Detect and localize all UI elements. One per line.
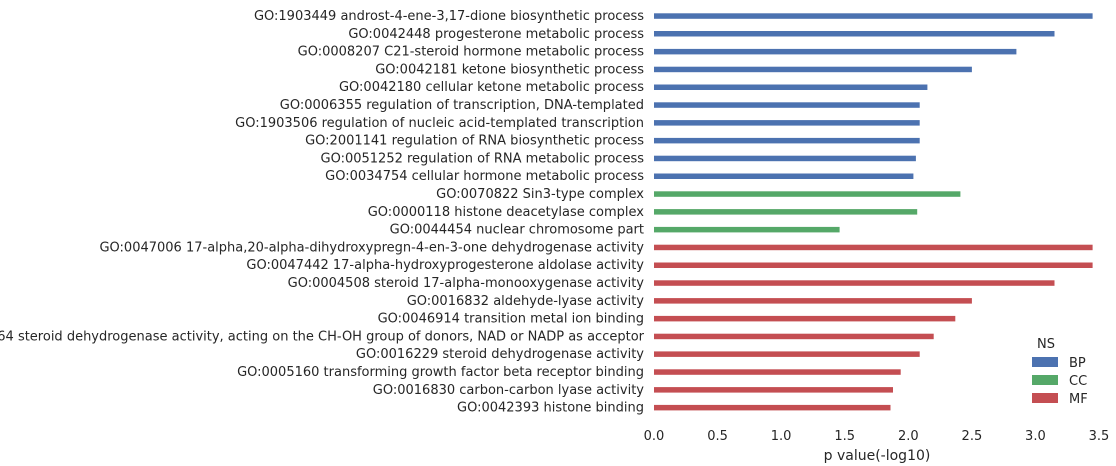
category-label: GO:0008207 C21-steroid hormone metabolic… <box>298 45 645 60</box>
bar-cc <box>654 226 840 233</box>
category-label: GO:1903506 regulation of nucleic acid-te… <box>235 116 644 131</box>
category-label: GO:0042180 cellular ketone metabolic pro… <box>339 80 644 95</box>
bar-mf <box>654 280 1055 286</box>
category-label: GO:0047442 17-alpha-hydroxyprogesterone … <box>246 258 644 273</box>
category-label: GO:0006355 regulation of transcription, … <box>280 98 644 113</box>
category-label: GO:0042181 ketone biosynthetic process <box>375 62 644 77</box>
category-label: GO:0070822 Sin3-type complex <box>436 187 644 202</box>
legend-label-cc: CC <box>1069 374 1087 389</box>
x-tick-label: 2.0 <box>898 429 919 444</box>
bar-mf <box>654 244 1093 251</box>
bar-bp <box>654 13 1093 19</box>
category-label: GO:0042393 histone binding <box>457 401 644 416</box>
bar-mf <box>654 369 901 375</box>
bar-mf <box>654 262 1093 268</box>
x-axis-ticks: 0.0 0.5 1.0 1.5 2.0 2.5 3.0 3.5 <box>644 429 1110 444</box>
x-tick-label: 1.5 <box>834 429 855 444</box>
category-label: GO:2001141 regulation of RNA biosyntheti… <box>305 134 644 149</box>
x-axis-label: p value(-log10) <box>824 448 931 464</box>
bar-bp <box>654 137 920 144</box>
category-label: GO:0016830 carbon-carbon lyase activity <box>373 383 645 398</box>
bar-bp <box>654 66 972 73</box>
bar-bp <box>654 155 916 162</box>
bar-bp <box>654 48 1017 55</box>
legend: NS BP CC MF <box>1032 337 1088 407</box>
bar-mf <box>654 315 956 322</box>
legend-label-bp: BP <box>1069 356 1086 371</box>
bar-bp <box>654 102 920 108</box>
bar-cc <box>654 191 961 197</box>
category-label: GO:0016832 aldehyde-lyase activity <box>407 294 645 309</box>
legend-swatch-bp <box>1032 357 1058 367</box>
bar-mf <box>654 387 893 393</box>
x-tick-label: 3.5 <box>1089 429 1110 444</box>
bar-bp <box>654 120 920 126</box>
category-label: GO:0004508 steroid 17-alpha-monooxygenas… <box>288 276 645 291</box>
category-label: GO:0042448 progesterone metabolic proces… <box>348 27 644 42</box>
category-label: GO:0044454 nuclear chromosome part <box>390 223 644 238</box>
bar-cc <box>654 209 918 215</box>
category-label: GO:0000118 histone deacetylase complex <box>368 205 645 220</box>
category-label: GO:0051252 regulation of RNA metabolic p… <box>321 151 645 166</box>
category-label: GO:0005160 transforming growth factor be… <box>237 365 644 380</box>
bar-mf <box>654 351 920 357</box>
category-label: GO:0046914 transition metal ion binding <box>378 312 644 327</box>
category-labels: GO:1903449 androst-4-ene-3,17-dione bios… <box>0 9 645 416</box>
bar-bp <box>654 84 928 90</box>
category-label: GO:1903449 androst-4-ene-3,17-dione bios… <box>254 9 644 24</box>
bar-mf <box>654 404 891 411</box>
category-label: GO:0016229 steroid dehydrogenase activit… <box>356 347 644 362</box>
category-label: GO:0047006 17-alpha,20-alpha-dihydroxypr… <box>99 240 644 255</box>
legend-swatch-cc <box>1032 375 1058 385</box>
x-tick-label: 3.0 <box>1025 429 1046 444</box>
x-tick-label: 0.0 <box>644 429 665 444</box>
legend-label-mf: MF <box>1069 392 1088 407</box>
x-tick-label: 0.5 <box>707 429 728 444</box>
bar-mf <box>654 333 934 340</box>
bar-mf <box>654 298 972 304</box>
category-label: GO:0034754 cellular hormone metabolic pr… <box>325 169 644 184</box>
bar-bp <box>654 31 1055 37</box>
x-tick-label: 2.5 <box>962 429 983 444</box>
bar-bp <box>654 173 914 179</box>
legend-title: NS <box>1037 337 1055 352</box>
bars-group <box>654 13 1093 411</box>
legend-swatch-mf <box>1032 393 1058 403</box>
category-label: GO:0033764 steroid dehydrogenase activit… <box>0 329 645 344</box>
x-tick-label: 1.0 <box>771 429 792 444</box>
